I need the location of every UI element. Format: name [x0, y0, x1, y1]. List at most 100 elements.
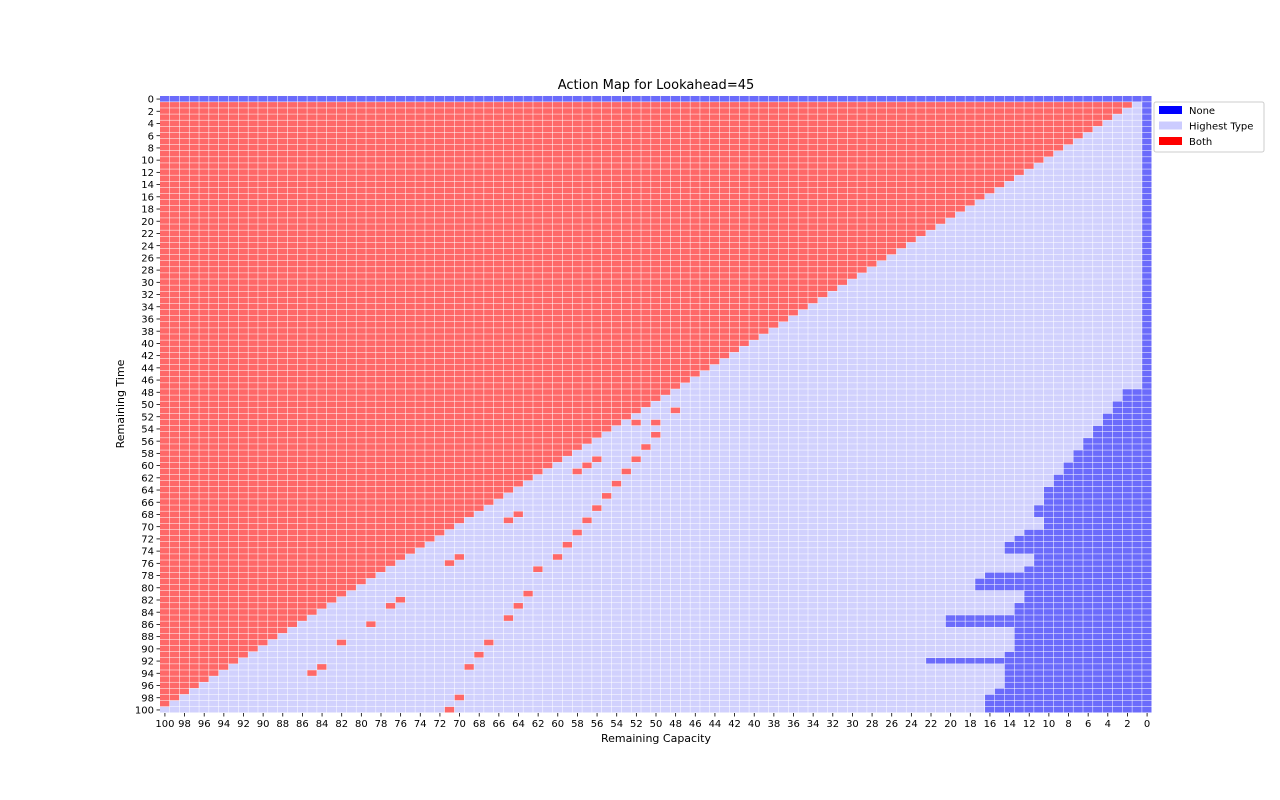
heatmap-cell — [366, 291, 376, 298]
heatmap-cell — [1083, 205, 1093, 212]
heatmap-cell — [926, 236, 936, 243]
heatmap-cell — [199, 248, 209, 255]
heatmap-cell — [444, 260, 455, 267]
heatmap-cell — [641, 364, 651, 371]
heatmap-cell — [1024, 236, 1034, 243]
heatmap-cell — [533, 138, 543, 145]
heatmap-cell — [326, 187, 337, 194]
heatmap-cell — [464, 267, 474, 273]
heatmap-cell — [435, 108, 445, 114]
heatmap-cell — [326, 212, 337, 218]
heatmap-cell — [788, 108, 798, 114]
heatmap-cell — [994, 377, 1005, 383]
heatmap-cell — [867, 352, 877, 359]
heatmap-cell — [160, 242, 170, 249]
heatmap-cell — [376, 309, 386, 316]
heatmap-cell — [1083, 273, 1093, 279]
heatmap-cell — [513, 199, 523, 206]
heatmap-cell — [405, 157, 415, 163]
heatmap-cell — [700, 383, 710, 389]
heatmap-cell — [268, 346, 278, 353]
heatmap-cell — [1024, 248, 1034, 255]
heatmap-cell — [258, 267, 268, 273]
heatmap-cell — [837, 370, 848, 377]
heatmap-cell — [376, 212, 386, 218]
heatmap-cell — [356, 138, 366, 145]
heatmap-cell — [867, 303, 877, 310]
heatmap-cell — [611, 383, 622, 389]
heatmap-cell — [788, 364, 798, 371]
heatmap-cell — [945, 169, 956, 175]
heatmap-cell — [1073, 108, 1083, 114]
heatmap-cell — [759, 364, 769, 371]
heatmap-cell — [1034, 352, 1044, 359]
heatmap-cell — [218, 334, 229, 340]
heatmap-cell — [719, 242, 730, 249]
heatmap-cell — [1043, 358, 1054, 365]
heatmap-cell — [1004, 108, 1014, 114]
heatmap-cell — [326, 248, 337, 255]
heatmap-cell — [435, 169, 445, 175]
heatmap-cell — [1024, 291, 1034, 298]
heatmap-cell — [641, 169, 651, 175]
heatmap-cell — [1112, 279, 1123, 285]
heatmap-cell — [523, 315, 533, 322]
heatmap-cell — [503, 364, 514, 371]
heatmap-cell — [778, 303, 789, 310]
heatmap-cell — [454, 297, 464, 304]
heatmap-cell — [562, 150, 573, 157]
heatmap-cell — [1083, 181, 1093, 188]
heatmap-cell — [179, 187, 189, 194]
heatmap-cell — [366, 377, 376, 383]
heatmap-cell — [562, 254, 573, 261]
heatmap-cell — [680, 212, 690, 218]
heatmap-cell — [808, 242, 818, 249]
heatmap-cell — [857, 199, 867, 206]
heatmap-cell — [660, 328, 671, 334]
heatmap-cell — [523, 230, 533, 237]
heatmap-cell — [994, 383, 1005, 389]
heatmap-cell — [562, 322, 573, 328]
heatmap-cell — [994, 370, 1005, 377]
heatmap-cell — [307, 132, 317, 139]
heatmap-cell — [994, 334, 1005, 340]
heatmap-cell — [258, 193, 268, 200]
heatmap-cell — [827, 303, 838, 310]
heatmap-cell — [739, 383, 749, 389]
heatmap-cell — [543, 230, 553, 237]
heatmap-cell — [1043, 126, 1054, 133]
heatmap-cell — [425, 187, 435, 194]
heatmap-cell — [601, 248, 612, 255]
heatmap-cell — [582, 358, 592, 365]
heatmap-cell — [1102, 309, 1113, 316]
heatmap-cell — [209, 163, 219, 169]
heatmap-cell — [876, 267, 887, 273]
heatmap-cell — [837, 138, 848, 145]
heatmap-cell — [513, 322, 523, 328]
heatmap-cell — [169, 193, 180, 200]
heatmap-cell — [1053, 254, 1064, 261]
heatmap-cell — [1034, 126, 1044, 133]
heatmap-cell — [199, 364, 209, 371]
heatmap-cell — [827, 395, 838, 401]
heatmap-cell — [798, 102, 808, 108]
heatmap-cell — [258, 163, 268, 169]
heatmap-cell — [837, 389, 848, 395]
heatmap-cell — [1014, 260, 1024, 267]
heatmap-cell — [601, 230, 612, 237]
heatmap-cell — [435, 205, 445, 212]
heatmap-cell — [1004, 273, 1014, 279]
heatmap-cell — [876, 132, 887, 139]
heatmap-cell — [1053, 309, 1064, 316]
heatmap-cell — [1132, 370, 1142, 377]
heatmap-cell — [857, 108, 867, 114]
heatmap-cell — [985, 132, 995, 139]
heatmap-cell — [719, 377, 730, 383]
heatmap-cell — [179, 340, 189, 346]
heatmap-cell — [209, 279, 219, 285]
heatmap-cell — [886, 126, 897, 133]
heatmap-cell — [317, 248, 327, 255]
heatmap-cell — [444, 218, 455, 224]
heatmap-cell — [660, 364, 671, 371]
heatmap-cell — [729, 358, 739, 365]
